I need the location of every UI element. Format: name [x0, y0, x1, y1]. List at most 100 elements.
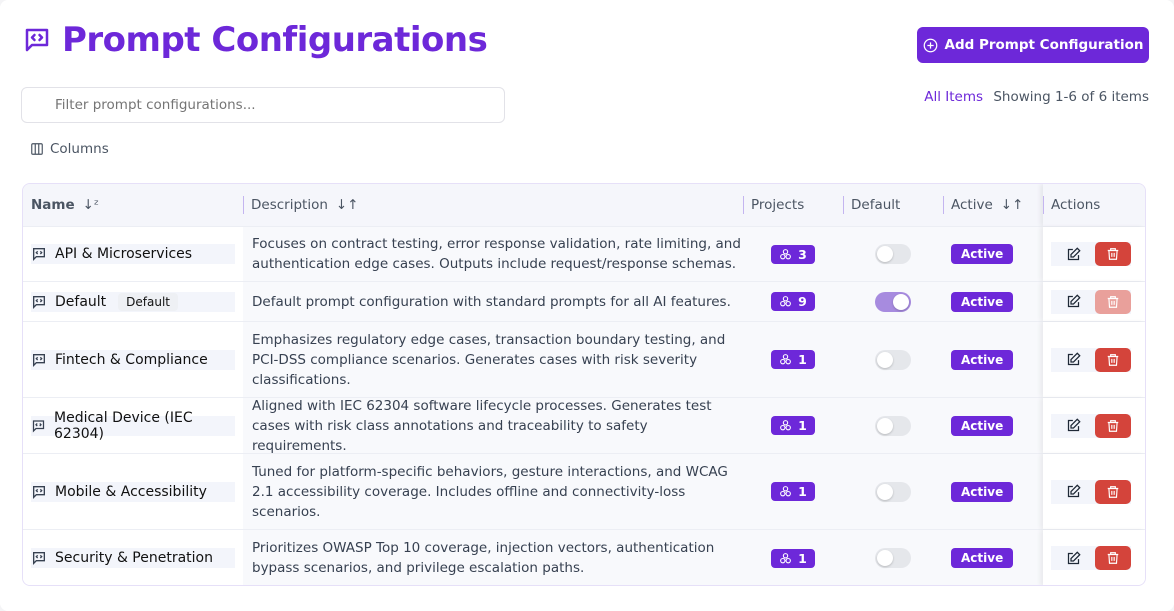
- description-cell: Prioritizes OWASP Top 10 coverage, injec…: [243, 530, 743, 585]
- edit-icon[interactable]: [1051, 246, 1095, 262]
- description-text: Prioritizes OWASP Top 10 coverage, injec…: [252, 540, 715, 576]
- add-button-label: Add Prompt Configuration: [944, 37, 1144, 53]
- name-link[interactable]: API & Microservices: [31, 244, 235, 264]
- table-row: API & Microservices Focuses on contract …: [23, 226, 1145, 281]
- description-cell: Tuned for platform-specific behaviors, g…: [243, 454, 743, 529]
- columns-label: Columns: [50, 141, 109, 157]
- default-toggle[interactable]: [875, 349, 911, 370]
- trash-icon: [1107, 295, 1119, 308]
- actions-cell: [1043, 530, 1145, 585]
- prompt-icon: [33, 353, 45, 367]
- table-row: Mobile & Accessibility Tuned for platfor…: [23, 453, 1145, 529]
- table-row: Fintech & Compliance Emphasizes regulato…: [23, 321, 1145, 397]
- description-cell: Aligned with IEC 62304 software lifecycl…: [243, 397, 743, 454]
- table-row: Default Default Default prompt configurat…: [23, 281, 1145, 321]
- active-cell: Active: [943, 282, 1043, 321]
- active-cell: Active: [943, 454, 1043, 529]
- header-actions: Actions: [1043, 184, 1145, 226]
- projects-count: 3: [798, 246, 807, 262]
- default-cell: [843, 322, 943, 397]
- trash-icon: [1107, 353, 1119, 366]
- config-name: Security & Penetration: [55, 550, 213, 566]
- prompt-icon: [33, 248, 45, 261]
- header-default-label: Default: [851, 197, 901, 213]
- config-name: API & Microservices: [55, 246, 193, 262]
- description-cell: Default prompt configuration with standa…: [243, 282, 743, 321]
- name-link[interactable]: Mobile & Accessibility: [31, 481, 235, 502]
- description-text: Aligned with IEC 62304 software lifecycl…: [252, 397, 712, 454]
- sort-icon[interactable]: ↓↑: [335, 197, 359, 213]
- add-prompt-configuration-button[interactable]: Add Prompt Configuration: [917, 27, 1149, 63]
- edit-icon[interactable]: [1051, 294, 1095, 309]
- default-cell: [843, 227, 943, 281]
- edit-icon[interactable]: [1051, 418, 1095, 433]
- projects-badge[interactable]: 3: [771, 244, 815, 264]
- delete-button[interactable]: [1095, 347, 1131, 372]
- delete-button[interactable]: [1095, 289, 1131, 314]
- default-cell: [843, 530, 943, 585]
- columns-button[interactable]: Columns: [30, 141, 109, 157]
- header-name-label: Name: [31, 197, 75, 213]
- sort-icon[interactable]: ↓↑: [1000, 197, 1024, 213]
- projects-badge[interactable]: 9: [771, 292, 815, 311]
- delete-button[interactable]: [1095, 242, 1131, 266]
- prompt-icon: [32, 419, 45, 433]
- actions-cell: [1043, 454, 1145, 529]
- default-cell: [843, 398, 943, 453]
- name-link[interactable]: Fintech & Compliance: [31, 349, 235, 370]
- edit-icon[interactable]: [1051, 352, 1095, 367]
- default-toggle[interactable]: [875, 481, 911, 502]
- config-name: Default: [55, 293, 107, 310]
- delete-button[interactable]: [1095, 413, 1131, 438]
- name-cell: Fintech & Compliance: [23, 322, 243, 397]
- projects-icon: [780, 486, 792, 497]
- name-link[interactable]: Medical Device (IEC 62304): [31, 410, 235, 442]
- projects-badge[interactable]: 1: [771, 416, 815, 435]
- description-text: Focuses on contract testing, error respo…: [252, 236, 741, 272]
- header-default: Default: [843, 184, 943, 226]
- delete-button[interactable]: [1095, 479, 1131, 504]
- plus-circle-icon: [923, 38, 937, 52]
- page-header: Prompt Configurations: [22, 20, 488, 60]
- projects-count: 9: [798, 294, 807, 309]
- edit-icon[interactable]: [1051, 550, 1095, 566]
- projects-icon: [780, 420, 792, 431]
- active-badge: Active: [951, 349, 1014, 370]
- trash-icon: [1107, 248, 1119, 260]
- projects-badge[interactable]: 1: [771, 350, 815, 369]
- projects-icon: [780, 354, 792, 365]
- table-header: Name ↓ᶻ Description ↓↑ Projects Default Ac…: [23, 184, 1145, 226]
- name-cell: Medical Device (IEC 62304): [23, 398, 243, 453]
- projects-badge[interactable]: 1: [771, 482, 815, 501]
- projects-count: 1: [798, 550, 807, 566]
- name-link[interactable]: Security & Penetration: [31, 548, 235, 568]
- description-cell: Focuses on contract testing, error respo…: [243, 227, 743, 281]
- projects-cell: 3: [743, 227, 843, 281]
- items-summary: All Items Showing 1-6 of 6 items: [924, 89, 1149, 105]
- default-toggle[interactable]: [875, 291, 911, 312]
- default-toggle[interactable]: [875, 415, 911, 436]
- active-badge: Active: [951, 548, 1014, 568]
- projects-badge[interactable]: 1: [771, 548, 815, 568]
- filter-input[interactable]: [21, 87, 505, 123]
- projects-cell: 1: [743, 322, 843, 397]
- header-active-label: Active: [951, 197, 993, 213]
- default-toggle[interactable]: [875, 244, 911, 264]
- name-cell: Security & Penetration: [23, 530, 243, 585]
- header-description[interactable]: Description ↓↑: [243, 184, 743, 226]
- actions-cell: [1043, 322, 1145, 397]
- projects-count: 1: [798, 352, 807, 367]
- all-items-link[interactable]: All Items: [924, 89, 984, 105]
- delete-button[interactable]: [1095, 546, 1131, 570]
- trash-icon: [1107, 552, 1119, 564]
- edit-icon[interactable]: [1051, 484, 1095, 499]
- prompt-icon: [33, 295, 45, 309]
- active-cell: Active: [943, 530, 1043, 585]
- header-name[interactable]: Name ↓ᶻ: [23, 184, 243, 226]
- config-name: Medical Device (IEC 62304): [54, 409, 193, 442]
- sort-az-icon[interactable]: ↓ᶻ: [82, 197, 99, 213]
- projects-icon: [780, 248, 792, 259]
- default-toggle[interactable]: [875, 548, 911, 568]
- header-active[interactable]: Active ↓↑: [943, 184, 1043, 226]
- name-link[interactable]: Default Default: [31, 291, 235, 312]
